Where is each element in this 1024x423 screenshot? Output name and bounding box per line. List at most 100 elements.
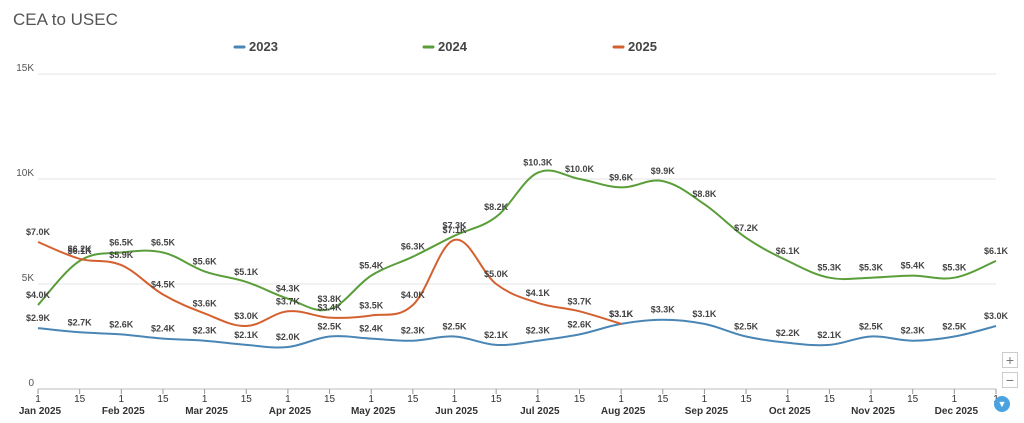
data-label: $2.1K xyxy=(234,330,259,340)
data-label: $7.0K xyxy=(26,227,51,237)
x-month-label: Nov 2025 xyxy=(851,406,895,417)
data-label: $3.0K xyxy=(234,311,259,321)
data-label: $6.1K xyxy=(776,246,801,256)
data-label: $4.3K xyxy=(276,284,301,294)
x-tick-label: 1 xyxy=(785,394,791,405)
data-label: $2.9K xyxy=(26,313,51,323)
zoom-out-button[interactable]: − xyxy=(1002,372,1018,388)
x-tick-label: 15 xyxy=(157,394,169,405)
data-label: $2.1K xyxy=(817,330,842,340)
legend-item-2024[interactable]: 2024 xyxy=(438,39,468,54)
x-tick-label: 1 xyxy=(618,394,624,405)
x-tick-label: 15 xyxy=(324,394,336,405)
x-tick-label: 1 xyxy=(535,394,541,405)
data-label: $9.9K xyxy=(651,166,676,176)
data-label: $2.4K xyxy=(151,324,176,334)
data-label: $7.2K xyxy=(734,223,759,233)
data-label: $5.6K xyxy=(193,256,218,266)
data-label: $2.5K xyxy=(318,322,343,332)
x-month-label: Jan 2025 xyxy=(19,406,62,417)
x-tick-label: 15 xyxy=(907,394,919,405)
y-tick-label: 10K xyxy=(16,168,34,179)
data-label: $3.3K xyxy=(651,305,676,315)
x-tick-label: 1 xyxy=(702,394,708,405)
data-label: $5.1K xyxy=(234,267,259,277)
data-label: $3.7K xyxy=(567,296,592,306)
series-line-2023 xyxy=(37,318,997,349)
data-label: $4.0K xyxy=(401,290,426,300)
data-label: $6.2K xyxy=(68,244,93,254)
data-label: $2.4K xyxy=(359,324,384,334)
data-label: $2.3K xyxy=(401,326,426,336)
x-tick-label: 15 xyxy=(241,394,253,405)
series-lines xyxy=(37,169,997,349)
legend: 2023 2024 2025 xyxy=(233,39,657,54)
x-tick-label: 15 xyxy=(574,394,586,405)
data-label: $2.7K xyxy=(68,317,93,327)
x-month-label: Sep 2025 xyxy=(685,406,729,417)
data-label: $5.3K xyxy=(817,263,842,273)
x-tick-label: 15 xyxy=(657,394,669,405)
data-label: $5.9K xyxy=(109,250,134,260)
x-month-label: Dec 2025 xyxy=(935,406,979,417)
data-label: $9.6K xyxy=(609,172,634,182)
data-label: $10.0K xyxy=(565,164,595,174)
data-label: $8.8K xyxy=(692,189,717,199)
x-month-label: Oct 2025 xyxy=(769,406,811,417)
data-label: $5.4K xyxy=(359,261,384,271)
data-label: $5.0K xyxy=(484,269,509,279)
data-label: $2.3K xyxy=(193,326,218,336)
legend-item-2025[interactable]: 2025 xyxy=(628,39,657,54)
x-tick-label: 1 xyxy=(868,394,874,405)
data-label: $6.5K xyxy=(109,238,134,248)
data-label: $7.3K xyxy=(443,221,468,231)
data-label: $6.5K xyxy=(151,238,176,248)
legend-item-2023[interactable]: 2023 xyxy=(249,39,278,54)
data-label: $2.3K xyxy=(901,326,926,336)
data-label: $7.1K xyxy=(443,225,468,235)
data-label: $6.1K xyxy=(984,246,1009,256)
data-label: $2.3K xyxy=(526,326,551,336)
data-label: $4.1K xyxy=(526,288,551,298)
data-label: $3.4K xyxy=(318,303,343,313)
data-label: $4.0K xyxy=(26,290,51,300)
x-tick-label: 1 xyxy=(285,394,291,405)
data-label: $5.3K xyxy=(942,263,967,273)
x-tick-label: 15 xyxy=(407,394,419,405)
y-axis: 0 5K 10K 15K xyxy=(16,63,34,389)
data-label: $3.0K xyxy=(984,311,1009,321)
zoom-in-button[interactable]: + xyxy=(1002,352,1018,368)
x-month-label: Mar 2025 xyxy=(185,406,228,417)
series-line-2025 xyxy=(37,238,622,328)
x-axis: 11511511511511511511511511511511511Jan 2… xyxy=(19,389,999,417)
data-label: $3.5K xyxy=(359,301,384,311)
data-label: $2.5K xyxy=(443,322,468,332)
data-labels: $2.9K $2.7K $2.6K $2.4K $2.3K $2.1K $2.0K $2.5K… xyxy=(26,158,1009,342)
y-tick-label: 5K xyxy=(22,273,35,284)
data-label: $4.5K xyxy=(151,280,176,290)
x-tick-label: 15 xyxy=(741,394,753,405)
x-tick-label: 1 xyxy=(202,394,208,405)
y-tick-label: 15K xyxy=(16,63,34,74)
data-label: $2.5K xyxy=(859,322,884,332)
data-label: $3.1K xyxy=(609,309,634,319)
x-month-label: Jun 2025 xyxy=(435,406,478,417)
data-label: $3.8K xyxy=(318,294,343,304)
x-tick-label: 1 xyxy=(368,394,374,405)
x-month-label: Aug 2025 xyxy=(601,406,646,417)
x-tick-label: 1 xyxy=(35,394,41,405)
x-month-label: May 2025 xyxy=(351,406,396,417)
x-tick-label: 1 xyxy=(452,394,458,405)
data-label: $6.1K xyxy=(68,246,93,256)
y-tick-label: 0 xyxy=(28,378,34,389)
data-label: $3.6K xyxy=(193,298,218,308)
x-tick-label: 15 xyxy=(491,394,503,405)
data-label: $2.0K xyxy=(276,332,301,342)
filter-icon[interactable]: ▼ xyxy=(994,396,1010,412)
data-label: $6.3K xyxy=(401,242,426,252)
x-tick-label: 1 xyxy=(119,394,125,405)
data-label: $8.2K xyxy=(484,202,509,212)
x-tick-label: 1 xyxy=(952,394,958,405)
x-month-label: Feb 2025 xyxy=(102,406,145,417)
x-month-label: Apr 2025 xyxy=(269,406,312,417)
